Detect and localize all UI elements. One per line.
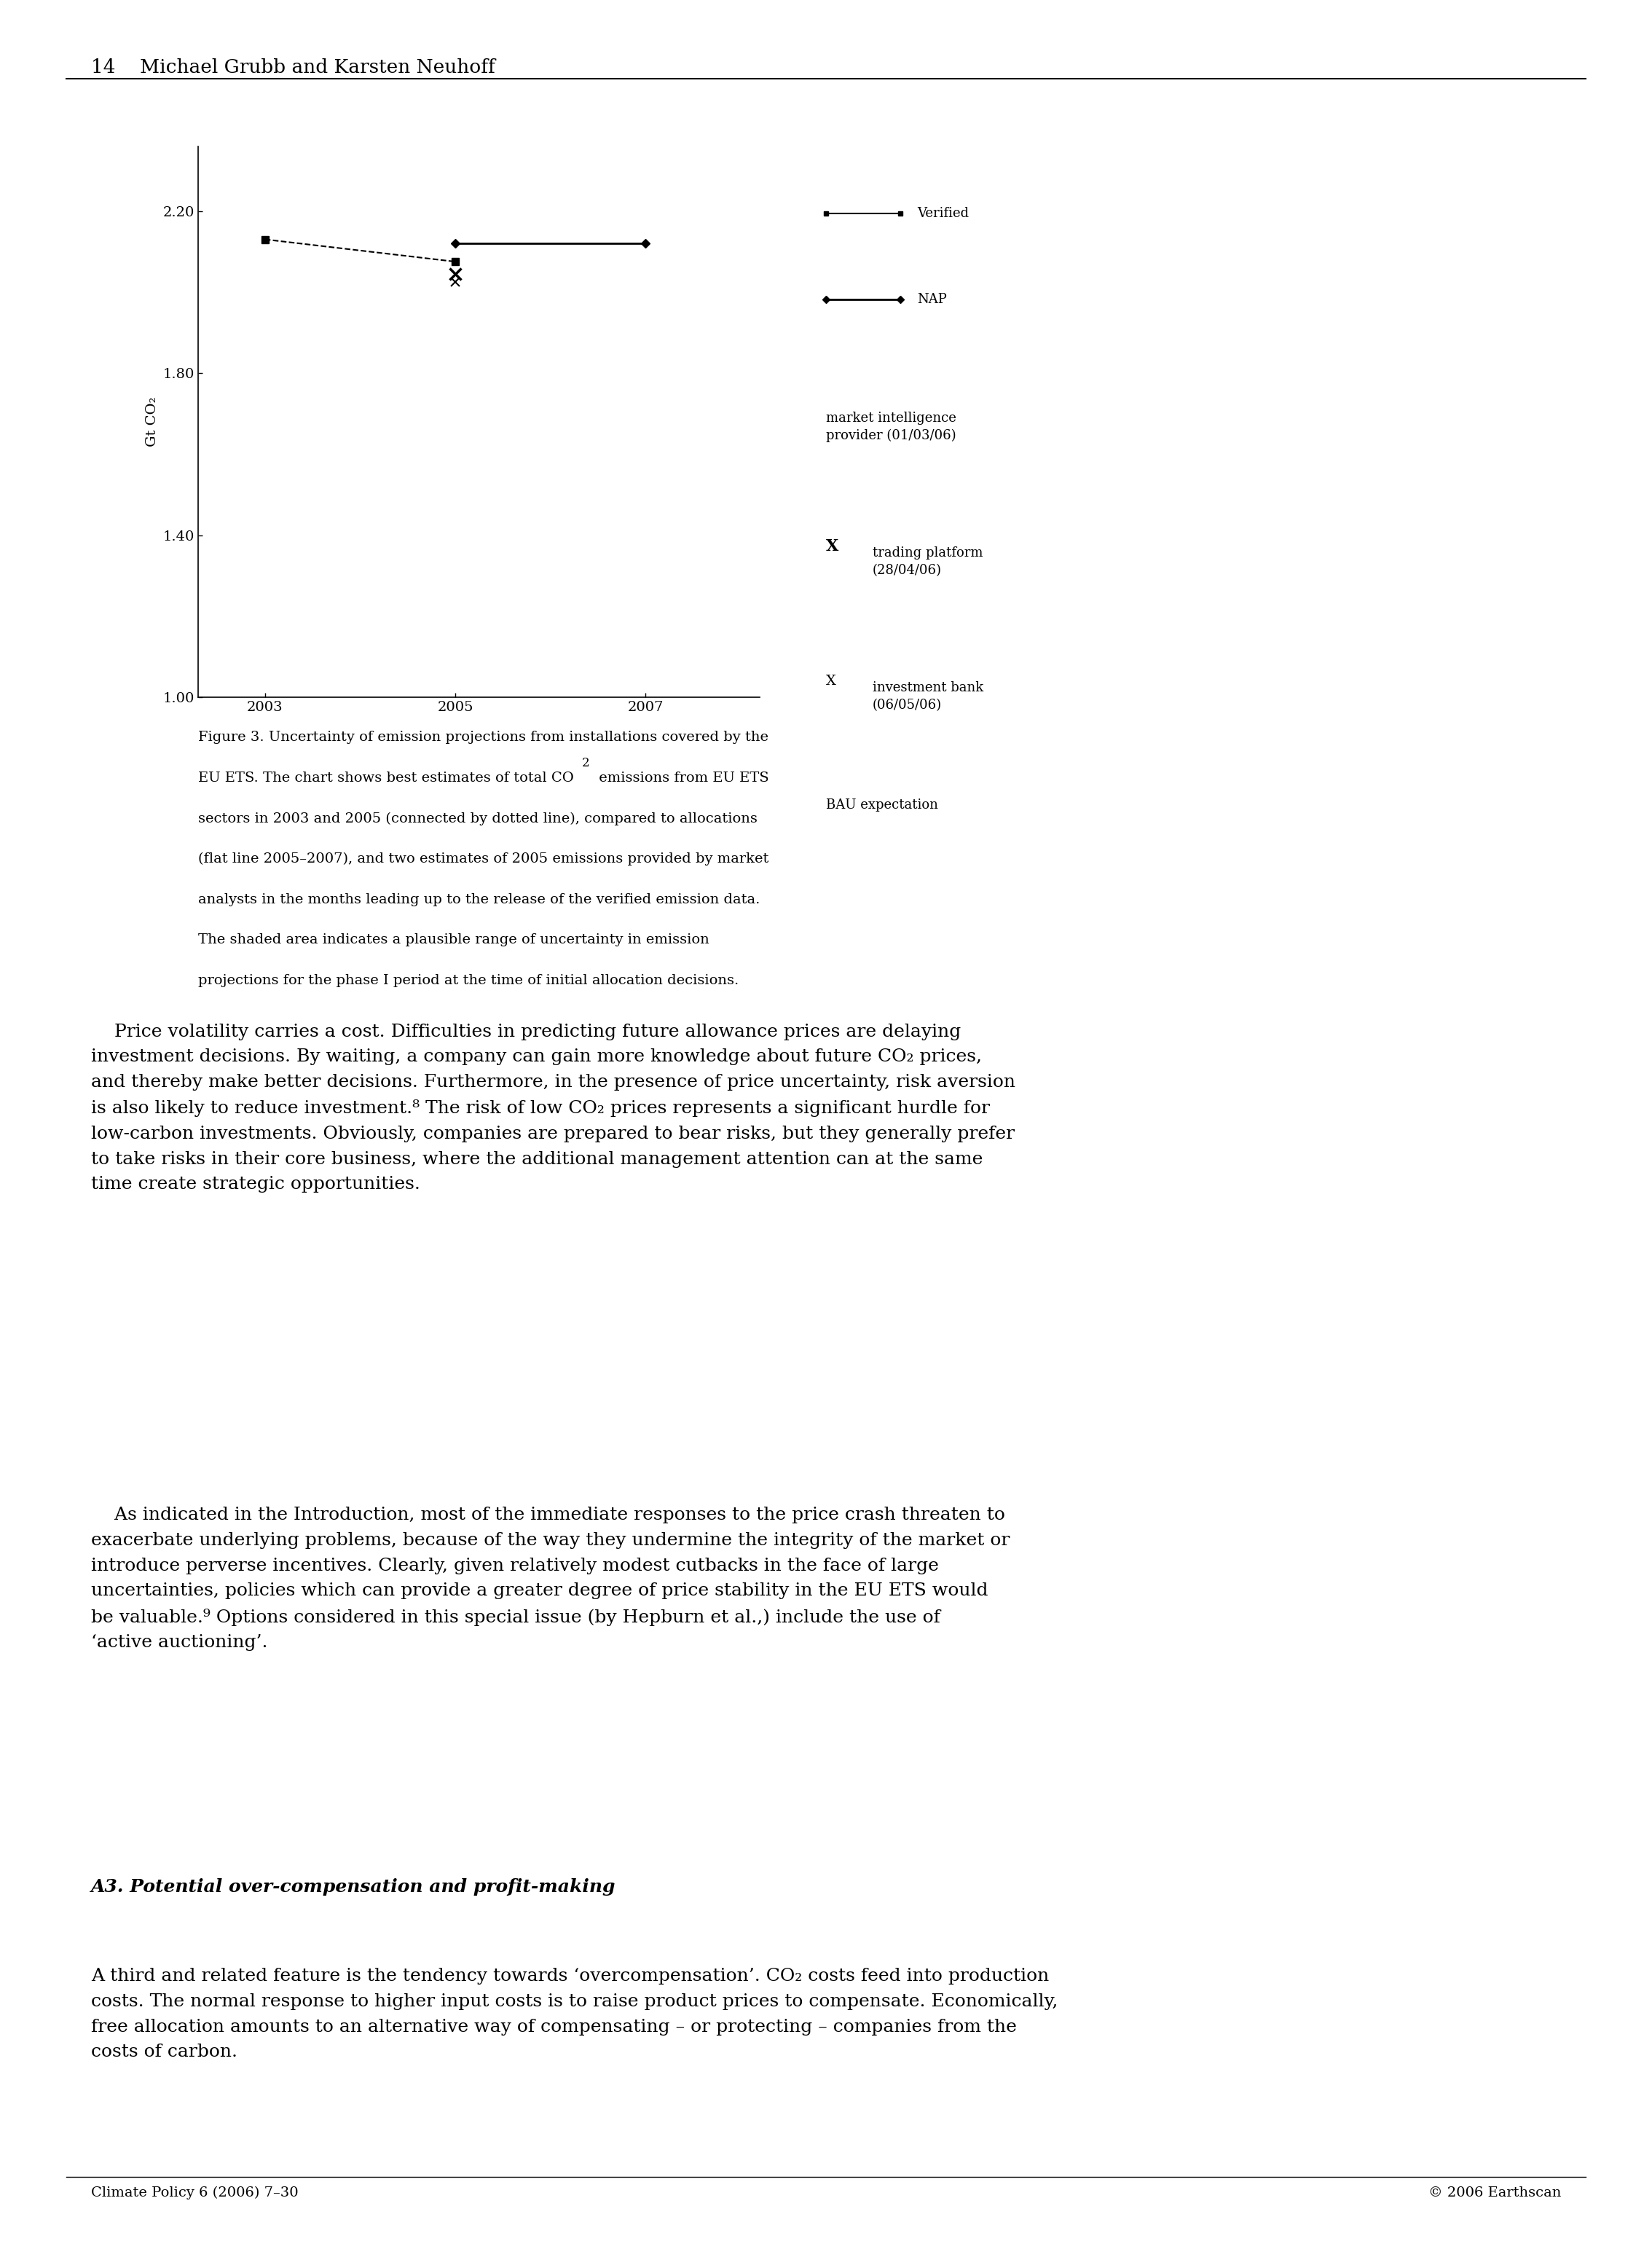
Text: Figure 3. Uncertainty of emission projections from installations covered by the: Figure 3. Uncertainty of emission projec… [198, 731, 768, 744]
Text: A3. Potential over-compensation and profit-making: A3. Potential over-compensation and prof… [91, 1878, 616, 1896]
Text: EU ETS. The chart shows best estimates of total CO: EU ETS. The chart shows best estimates o… [198, 771, 573, 785]
Text: NAP: NAP [917, 292, 947, 306]
Text: trading platform
(28/04/06): trading platform (28/04/06) [872, 547, 983, 576]
Text: 2: 2 [582, 756, 590, 769]
Text: Price volatility carries a cost. Difficulties in predicting future allowance pri: Price volatility carries a cost. Difficu… [91, 1023, 1016, 1192]
Text: Verified: Verified [917, 207, 968, 220]
Text: projections for the phase I period at the time of initial allocation decisions.: projections for the phase I period at th… [198, 974, 738, 987]
Text: A third and related feature is the tendency towards ‘overcompensation’. CO₂ cost: A third and related feature is the tende… [91, 1968, 1057, 2060]
Text: emissions from EU ETS: emissions from EU ETS [595, 771, 770, 785]
Text: X: X [826, 538, 839, 556]
Text: sectors in 2003 and 2005 (connected by dotted line), compared to allocations: sectors in 2003 and 2005 (connected by d… [198, 812, 758, 825]
Text: © 2006 Earthscan: © 2006 Earthscan [1429, 2186, 1561, 2200]
Text: 14    Michael Grubb and Karsten Neuhoff: 14 Michael Grubb and Karsten Neuhoff [91, 58, 496, 76]
Text: X: X [826, 675, 836, 688]
Text: As indicated in the Introduction, most of the immediate responses to the price c: As indicated in the Introduction, most o… [91, 1507, 1009, 1651]
Text: The shaded area indicates a plausible range of uncertainty in emission: The shaded area indicates a plausible ra… [198, 933, 709, 947]
Text: investment bank
(06/05/06): investment bank (06/05/06) [872, 681, 983, 711]
Text: analysts in the months leading up to the release of the verified emission data.: analysts in the months leading up to the… [198, 893, 760, 906]
Text: market intelligence
provider (01/03/06): market intelligence provider (01/03/06) [826, 412, 957, 443]
Text: BAU expectation: BAU expectation [826, 798, 938, 812]
Text: (flat line 2005–2007), and two estimates of 2005 emissions provided by market: (flat line 2005–2007), and two estimates… [198, 852, 768, 866]
Y-axis label: Gt CO₂: Gt CO₂ [145, 396, 159, 448]
Text: Climate Policy 6 (2006) 7–30: Climate Policy 6 (2006) 7–30 [91, 2186, 297, 2200]
